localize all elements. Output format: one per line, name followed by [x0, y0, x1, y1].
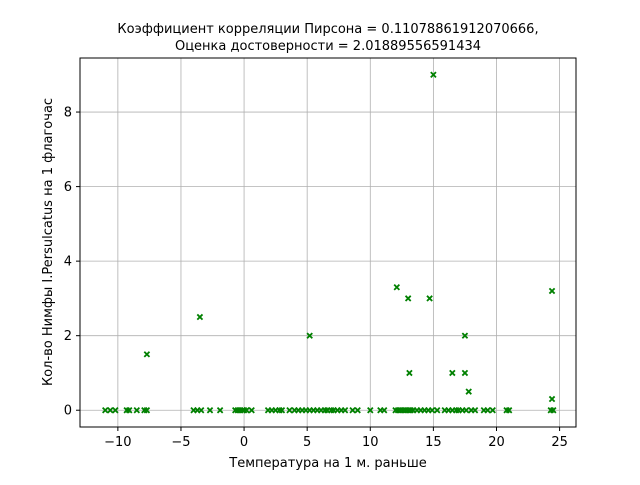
data-point [286, 406, 293, 414]
data-point [505, 406, 513, 414]
data-point [428, 406, 436, 414]
data-point [243, 406, 250, 414]
x-tick-label: 10 [362, 435, 379, 450]
data-point [102, 406, 109, 414]
data-point [349, 406, 356, 414]
data-point [107, 406, 114, 414]
data-point [461, 369, 469, 377]
data-point [449, 369, 456, 377]
data-point [112, 406, 119, 414]
data-point [489, 406, 496, 414]
x-tick-label: 0 [240, 435, 248, 450]
data-point [125, 406, 133, 414]
x-tick-label: 15 [425, 435, 442, 450]
chart-title-line-2: Оценка достоверности = 2.01889556591434 [175, 39, 481, 54]
data-point [354, 406, 361, 414]
data-point [278, 406, 286, 414]
data-point [143, 406, 151, 414]
y-tick-label: 8 [64, 106, 72, 121]
data-point [341, 406, 349, 414]
data-point [471, 406, 479, 414]
y-tick-label: 6 [64, 180, 72, 195]
y-tick-label: 0 [64, 404, 72, 419]
data-point [426, 295, 433, 302]
x-tick-label: 5 [303, 435, 311, 450]
data-point [484, 406, 491, 414]
y-tick-label: 4 [64, 255, 72, 270]
data-point [143, 351, 151, 358]
data-point [404, 295, 412, 302]
data-point [380, 406, 388, 414]
chart-title-line-1: Коэффициент корреляции Пирсона = 0.11078… [117, 22, 538, 37]
x-axis-label: Температура на 1 м. раньше [228, 456, 426, 471]
data-point [393, 283, 401, 291]
x-tick-label: 20 [488, 435, 505, 450]
y-tick-label: 2 [64, 329, 72, 344]
data-point [433, 406, 441, 414]
x-tick-label: 25 [551, 435, 568, 450]
data-point [197, 406, 205, 414]
data-point [196, 313, 204, 321]
data-point [430, 71, 437, 79]
data-point [548, 287, 556, 295]
data-point [248, 406, 255, 414]
data-point [133, 406, 141, 414]
data-point [548, 395, 556, 403]
x-tick-label: −5 [171, 435, 190, 450]
data-point [462, 406, 470, 414]
axis-ticks: −10 −5 0 5 10 15 20 25 0 2 4 6 8 [64, 106, 568, 450]
plot-frame [79, 57, 577, 428]
y-axis-label: Кол-во Нимфы I.Persulcatus на 1 флагочас [41, 98, 56, 386]
data-point [406, 369, 413, 377]
data-point [216, 406, 224, 414]
data-point [206, 406, 214, 414]
grid [80, 58, 576, 427]
x-tick-label: −10 [104, 435, 131, 450]
data-point [550, 406, 557, 414]
data-points [102, 71, 557, 414]
data-point [465, 388, 472, 395]
data-point [367, 406, 374, 414]
data-point [461, 332, 469, 339]
data-point [306, 332, 313, 339]
